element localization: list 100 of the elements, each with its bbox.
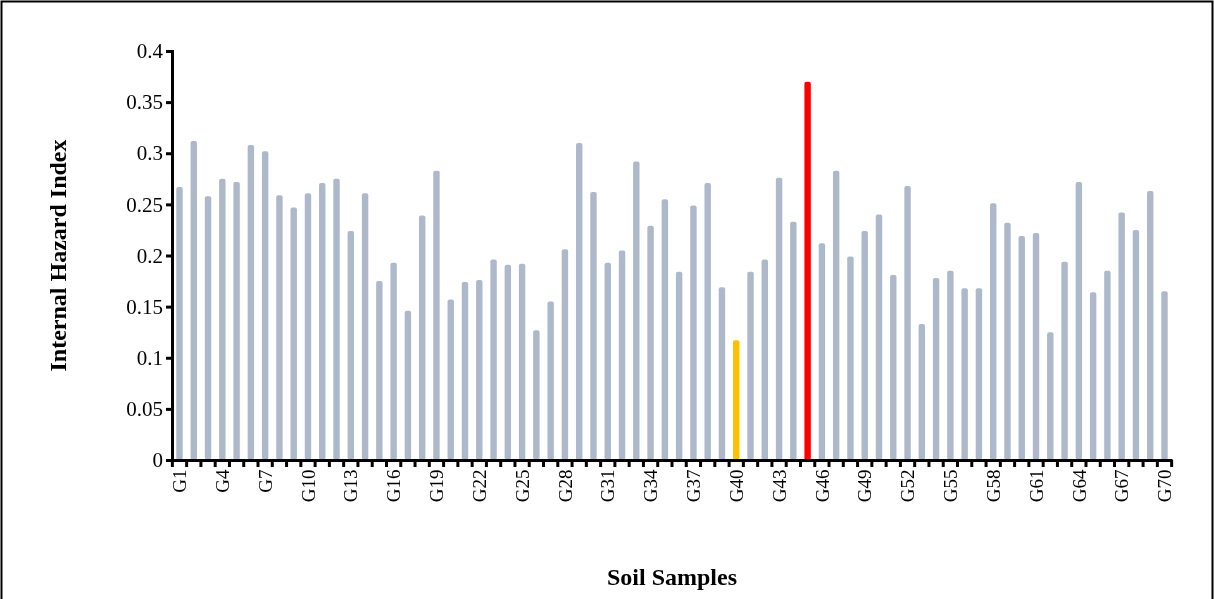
bar	[347, 230, 355, 460]
bar	[390, 262, 397, 460]
bar	[975, 288, 983, 460]
bar	[1161, 291, 1168, 460]
x-tick-label: G22	[468, 469, 490, 503]
x-tick-label: G49	[854, 469, 876, 503]
y-tick-label: 0.1	[136, 345, 163, 370]
y-tick-label: 0.15	[126, 294, 163, 319]
x-tick-label: G40	[725, 469, 747, 503]
bar	[904, 185, 911, 460]
bar	[247, 145, 255, 460]
bar	[932, 278, 940, 460]
x-tick-label: G25	[511, 469, 533, 503]
x-tick-label: G10	[297, 469, 319, 503]
y-axis-title: Internal Hazard Index	[45, 139, 71, 372]
bar	[761, 259, 768, 460]
x-tick-label: G55	[940, 469, 962, 503]
bar	[1004, 222, 1011, 460]
y-tick-label: 0	[152, 448, 163, 473]
bar	[233, 181, 240, 460]
bar	[304, 193, 312, 460]
bar	[633, 161, 640, 460]
x-tick-label: G37	[683, 469, 705, 503]
bar	[490, 259, 497, 460]
bar	[518, 263, 526, 460]
bar	[747, 271, 754, 460]
x-tick-label: G52	[897, 469, 919, 503]
bar	[1132, 229, 1140, 460]
y-tick-label: 0.35	[126, 90, 163, 115]
x-tick-label: G31	[597, 469, 619, 503]
x-tick-label: G61	[1025, 469, 1047, 503]
bar	[675, 271, 683, 460]
x-tick-label: G16	[383, 469, 405, 503]
bar	[1089, 292, 1097, 460]
bar	[290, 207, 297, 460]
x-tick-label: G67	[1111, 469, 1133, 503]
bar	[561, 249, 569, 460]
bar	[1147, 191, 1154, 460]
bar	[576, 143, 583, 460]
bar	[875, 214, 883, 460]
bar	[276, 195, 283, 460]
bar	[547, 301, 554, 460]
x-tick-label: G4	[211, 469, 233, 493]
bar	[790, 221, 797, 460]
bar	[176, 186, 183, 460]
bar	[204, 196, 212, 460]
x-tick-label: G70	[1154, 469, 1176, 503]
x-tick-label: G46	[811, 469, 833, 503]
x-tick-label: G19	[426, 469, 448, 503]
bar	[961, 288, 968, 460]
bar	[618, 250, 626, 460]
bar	[433, 170, 440, 460]
bar	[947, 270, 954, 460]
bar	[604, 262, 611, 460]
bar	[476, 280, 483, 460]
bar	[376, 281, 383, 460]
bar	[832, 170, 840, 460]
bar	[1047, 332, 1054, 460]
bar	[989, 203, 997, 460]
y-tick-label: 0.05	[126, 397, 163, 422]
bar	[533, 330, 540, 460]
bar	[190, 140, 197, 460]
x-tick-label: G28	[554, 469, 576, 503]
x-tick-label: G13	[340, 469, 362, 503]
x-tick-label: G1	[169, 469, 191, 493]
x-axis-title: Soil Samples	[606, 564, 738, 590]
bar	[333, 178, 340, 460]
y-tick-label: 0.25	[126, 192, 163, 217]
bar	[647, 225, 654, 460]
bar	[1104, 270, 1111, 460]
bar	[733, 340, 740, 460]
y-tick-label: 0.2	[136, 243, 163, 268]
x-tick-label: G34	[640, 469, 662, 503]
bar	[775, 177, 783, 460]
bar	[804, 81, 811, 460]
bar	[461, 282, 469, 460]
y-tick-label: 0.4	[136, 39, 164, 64]
bar	[361, 193, 369, 460]
bar	[1075, 181, 1083, 460]
bar	[690, 205, 697, 460]
bar	[847, 256, 854, 460]
bar	[590, 192, 597, 460]
bar	[861, 230, 868, 460]
bar	[1061, 261, 1068, 460]
bar	[718, 287, 726, 460]
x-tick-label: G64	[1068, 469, 1090, 503]
bar	[219, 178, 226, 460]
x-tick-label: G7	[254, 469, 276, 493]
bar	[319, 182, 326, 460]
bar	[661, 199, 669, 460]
bar	[704, 182, 711, 460]
bar	[1118, 212, 1125, 460]
bar	[890, 274, 897, 460]
bar	[261, 151, 269, 460]
x-tick-label: G43	[768, 469, 790, 503]
bar	[1018, 236, 1025, 460]
bar	[418, 215, 426, 460]
bar	[818, 243, 826, 460]
bar	[447, 299, 454, 460]
y-tick-label: 0.3	[136, 141, 163, 166]
